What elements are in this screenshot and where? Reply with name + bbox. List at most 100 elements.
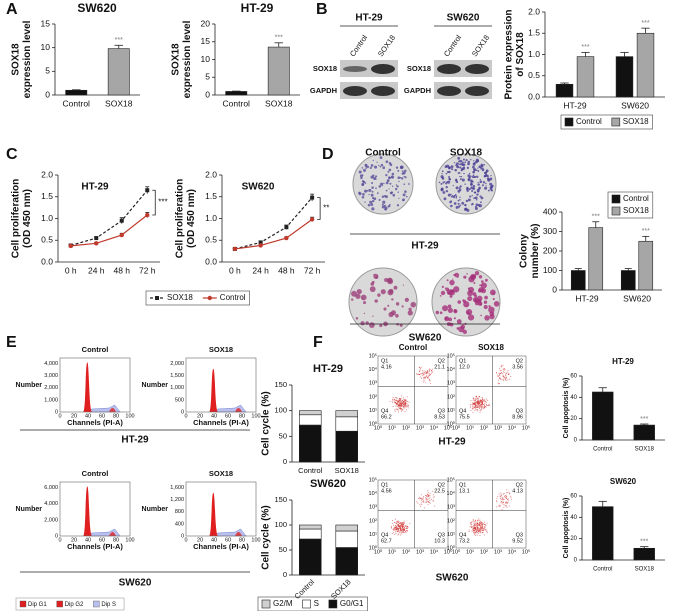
event-dot — [401, 402, 403, 404]
colony — [378, 164, 380, 167]
significance: *** — [642, 228, 650, 235]
flow-x-tick: 10¹ — [466, 425, 474, 431]
legend-label: SOX18 — [623, 117, 649, 126]
event-dot — [473, 522, 475, 524]
event-dot — [474, 532, 476, 534]
event-dot — [484, 526, 486, 528]
colony — [385, 160, 389, 164]
bar — [107, 48, 130, 96]
event-dot — [502, 493, 504, 495]
y-tick-label: 0 — [574, 558, 578, 564]
flow-x-tick: 10⁵ — [522, 548, 530, 555]
event-dot — [481, 521, 483, 523]
y-axis-label: Cell apoptosis (%) — [563, 378, 570, 439]
colony — [479, 284, 481, 286]
event-dot — [507, 499, 509, 501]
colony — [453, 162, 456, 164]
point — [94, 236, 99, 241]
colony — [460, 169, 463, 172]
event-dot — [501, 499, 503, 501]
event-dot — [474, 528, 476, 530]
bar-segment — [335, 430, 358, 463]
lane-label: SOX18 — [470, 33, 491, 58]
event-dot — [420, 497, 422, 499]
event-dot — [476, 526, 478, 528]
event-dot — [399, 526, 401, 528]
colony — [470, 175, 472, 178]
colony — [366, 190, 369, 192]
bar — [633, 424, 655, 441]
colony — [381, 205, 385, 209]
event-dot — [472, 398, 474, 400]
event-dot — [400, 405, 402, 407]
event-dot — [400, 534, 402, 536]
flow-y-tick: 10¹ — [369, 408, 377, 414]
event-dot — [391, 526, 393, 528]
colony — [458, 161, 460, 163]
histogram-x-tick: 60 — [99, 537, 105, 543]
bar-segment — [298, 424, 322, 463]
significance: *** — [592, 214, 600, 221]
colony — [388, 205, 391, 207]
event-dot — [504, 502, 506, 504]
colony — [363, 301, 367, 305]
y-tick-label: 15 — [201, 36, 211, 46]
colony — [396, 204, 400, 207]
colony — [386, 179, 390, 182]
event-dot — [506, 371, 508, 373]
colony — [440, 175, 444, 179]
y-tick-label: 1.5 — [205, 191, 217, 201]
event-dot — [429, 492, 431, 494]
colony — [462, 158, 465, 161]
event-dot — [407, 407, 409, 409]
event-dot — [480, 531, 482, 533]
histogram-x-tick: 100 — [251, 537, 260, 543]
event-dot — [498, 372, 500, 374]
event-dot — [419, 374, 421, 376]
event-dot — [479, 408, 481, 410]
quadrant-value: 8.96 — [512, 414, 523, 420]
colony — [465, 305, 468, 307]
event-dot — [418, 373, 420, 375]
event-dot — [397, 402, 399, 404]
colony — [453, 202, 457, 205]
colony — [378, 185, 382, 188]
y-tick-label: 150 — [274, 380, 287, 389]
x-tick-label: SOX18 — [635, 447, 655, 453]
event-dot — [396, 397, 398, 399]
event-dot — [507, 379, 509, 381]
plate — [348, 267, 418, 337]
event-dot — [391, 520, 393, 522]
event-dot — [422, 374, 424, 376]
event-dot — [420, 502, 422, 504]
event-dot — [501, 364, 503, 366]
event-dot — [499, 382, 501, 384]
line — [234, 218, 313, 250]
blot-band — [465, 64, 489, 74]
chart-title: SW620 — [610, 477, 637, 486]
colony — [457, 189, 461, 193]
event-dot — [505, 505, 507, 507]
y-tick-label: 0 — [283, 570, 287, 579]
event-dot — [502, 498, 504, 500]
event-dot — [394, 524, 396, 526]
histogram-x-tick: 100 — [125, 413, 134, 419]
event-dot — [432, 500, 434, 502]
x-tick-label: 0 h — [229, 265, 241, 275]
y-axis-label: (OD 450 nm) — [186, 189, 197, 248]
flow-y-tick: 10⁴ — [447, 490, 456, 497]
colony — [356, 288, 362, 295]
event-dot — [394, 518, 396, 520]
flow-column: SOX18 — [478, 343, 504, 352]
event-dot — [430, 383, 432, 385]
y-tick-label: 60 — [570, 374, 577, 380]
event-dot — [472, 411, 474, 413]
colony — [372, 199, 375, 203]
event-dot — [395, 533, 397, 535]
annotation-bracket — [152, 189, 156, 216]
colony — [441, 173, 443, 175]
event-dot — [502, 374, 504, 376]
chart-title: SW620 — [242, 182, 275, 193]
y-axis-label: (OD 450 nm) — [22, 189, 33, 248]
event-dot — [468, 529, 470, 531]
